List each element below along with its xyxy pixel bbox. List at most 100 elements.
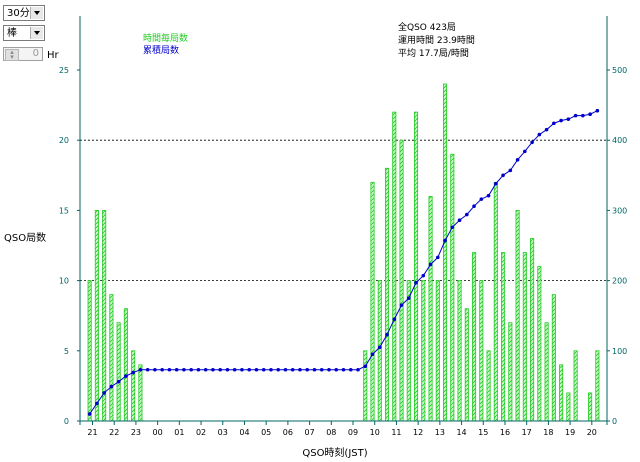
y2-tick-label: 500	[612, 66, 627, 75]
chart-type-select[interactable]: 棒	[3, 25, 45, 41]
cumulative-point	[109, 384, 114, 389]
bar	[406, 280, 411, 422]
bar	[384, 167, 390, 422]
chevron-down-icon[interactable]	[30, 7, 43, 19]
y2-tick-label: 400	[612, 136, 627, 145]
bar	[479, 280, 484, 422]
x-tick-label: 18	[543, 428, 553, 437]
interval-select[interactable]: 30分	[3, 5, 45, 21]
hours-value: 0	[32, 48, 39, 59]
cumulative-point	[530, 140, 534, 145]
cumulative-point	[414, 280, 418, 285]
x-tick-label: 03	[218, 428, 228, 437]
cumulative-point	[559, 118, 563, 123]
x-tick-label: 02	[196, 428, 206, 437]
bar	[457, 280, 462, 422]
cumulative-point	[153, 367, 157, 372]
cumulative-point	[537, 132, 542, 137]
cumulative-point	[196, 367, 201, 372]
x-tick-label: 05	[261, 428, 271, 437]
interval-select-value: 30分	[7, 8, 30, 19]
x-tick-label: 13	[435, 428, 445, 437]
stepper-arrows-icon[interactable]: ▴ ▾	[5, 49, 19, 61]
bar	[116, 322, 121, 422]
y-axis-label: QSO局数	[4, 233, 47, 244]
x-tick-label: 06	[283, 428, 293, 437]
bar	[472, 252, 477, 422]
bar	[94, 209, 99, 422]
summary-runtime: 運用時間 23.9時間	[398, 36, 475, 46]
cumulative-point	[573, 113, 578, 118]
cumulative-point	[203, 367, 208, 372]
bar	[363, 350, 368, 422]
cumulative-point	[145, 367, 150, 372]
bar	[486, 350, 491, 422]
cumulative-point	[189, 367, 193, 372]
cumulative-point	[211, 367, 215, 372]
cumulative-point	[131, 370, 135, 375]
y2-tick-label: 300	[612, 206, 627, 215]
legend-bars: 時間毎局数	[143, 34, 189, 44]
cumulative-point	[319, 367, 324, 372]
x-tick-label: 08	[326, 428, 336, 437]
cumulative-point	[544, 127, 549, 132]
cumulative-point	[494, 181, 498, 186]
summary-total: 全QSO 423局	[398, 23, 456, 33]
bar	[421, 280, 426, 422]
cumulative-point	[552, 121, 556, 126]
x-axis-label: QSO時刻(JST)	[302, 448, 368, 459]
cumulative-point	[356, 367, 360, 372]
cumulative-point	[312, 367, 317, 372]
chevron-down-icon[interactable]	[30, 27, 43, 39]
cumulative-point	[406, 296, 411, 300]
cumulative-point	[95, 401, 99, 406]
y-tick-label: 15	[59, 206, 69, 215]
x-tick-label: 22	[109, 428, 119, 437]
cumulative-point	[138, 367, 143, 372]
cumulative-point	[341, 367, 346, 372]
hours-stepper[interactable]: ▴ ▾ 0	[3, 47, 43, 61]
bar	[377, 280, 382, 422]
chart-type-select-value: 棒	[7, 28, 17, 39]
cumulative-point	[588, 112, 592, 117]
y-tick-label: 0	[64, 417, 69, 426]
cumulative-point	[501, 173, 505, 178]
cumulative-point	[116, 379, 121, 384]
cumulative-point	[87, 412, 92, 416]
summary-average: 平均 17.7局/時間	[398, 49, 469, 59]
y-tick-label: 25	[59, 66, 69, 75]
y-tick-label: 5	[64, 347, 69, 356]
y-tick-label: 20	[59, 136, 69, 145]
cumulative-point	[523, 149, 527, 154]
cumulative-point	[377, 345, 382, 350]
cumulative-point	[290, 367, 295, 372]
cumulative-point	[160, 367, 164, 372]
cumulative-point	[174, 367, 179, 372]
bar	[595, 350, 600, 422]
x-tick-label: 07	[305, 428, 315, 437]
cumulative-point	[508, 168, 513, 173]
x-tick-label: 10	[370, 428, 380, 437]
cumulative-point	[472, 204, 476, 208]
cumulative-point	[595, 108, 600, 113]
bar	[530, 238, 535, 422]
cumulative-point	[102, 391, 106, 395]
cumulative-point	[450, 225, 455, 230]
cumulative-point	[298, 367, 302, 372]
bar	[138, 364, 143, 422]
hours-unit: Hr	[47, 50, 59, 61]
cumulative-point	[428, 262, 433, 267]
cumulative-point	[327, 367, 331, 372]
x-tick-label: 12	[413, 428, 423, 437]
bar	[501, 252, 506, 422]
y2-tick-label: 200	[612, 277, 627, 286]
bar	[515, 209, 520, 422]
x-tick-label: 21	[87, 428, 97, 437]
cumulative-point	[399, 303, 404, 307]
bar	[131, 350, 136, 422]
y-tick-label: 10	[59, 277, 69, 286]
cumulative-point	[276, 367, 281, 372]
bar	[435, 280, 440, 422]
cumulative-point	[457, 218, 462, 223]
